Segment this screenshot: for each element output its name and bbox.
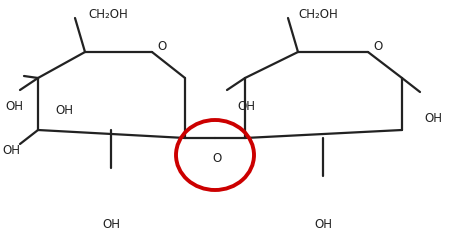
- Text: OH: OH: [102, 218, 120, 231]
- Text: OH: OH: [5, 100, 23, 113]
- Text: O: O: [157, 40, 166, 54]
- Text: CH₂OH: CH₂OH: [88, 8, 128, 21]
- Text: CH₂OH: CH₂OH: [298, 8, 338, 21]
- Text: OH: OH: [424, 111, 442, 124]
- Text: OH: OH: [2, 143, 20, 157]
- Text: OH: OH: [237, 100, 255, 113]
- Text: O: O: [373, 40, 382, 54]
- Text: OH: OH: [314, 218, 332, 231]
- Text: O: O: [212, 152, 222, 165]
- Text: OH: OH: [55, 103, 73, 117]
